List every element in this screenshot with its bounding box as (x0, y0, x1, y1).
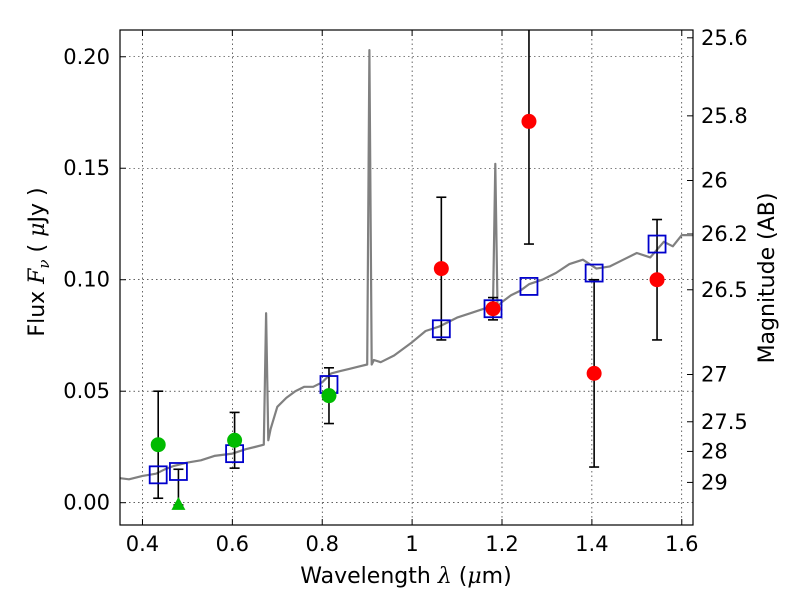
y2-tick-label: 28 (701, 439, 728, 463)
y-tick-label: 0.05 (63, 379, 110, 403)
y-tick-label: 0.15 (63, 156, 110, 180)
y2-tick-label: 27.5 (701, 410, 748, 434)
x-tick-label: 1 (405, 532, 418, 556)
model-photometry-square (148, 465, 168, 485)
y2-tick-label: 25.6 (701, 26, 748, 50)
x-axis-title: Wavelength λ (μm) (300, 564, 511, 589)
y-tick-label: 0.20 (63, 45, 110, 69)
y2-axis-ticks: 25.6 25.8 26 26.2 26.5 27 27.5 28 29 (687, 26, 748, 494)
y2-tick-label: 26.2 (701, 222, 748, 246)
y2-tick-label: 26 (701, 169, 728, 193)
x-tick-label: 1.2 (485, 532, 518, 556)
x-tick-label: 0.4 (126, 532, 159, 556)
model-spectrum-line (120, 48, 693, 481)
y2-tick-label: 29 (701, 470, 728, 494)
green-limit-triangle (171, 496, 186, 510)
y2-tick-label: 27 (701, 362, 728, 386)
y2-tick-label: 25.8 (701, 104, 748, 128)
plot-area (120, 30, 693, 510)
green-detection-marker (321, 388, 337, 404)
axes-frame (119, 29, 694, 526)
y-tick-label: 0.10 (63, 268, 110, 292)
y2-axis-title: Magnitude (AB) (755, 193, 780, 364)
red-detection-marker (521, 113, 537, 129)
y2-tick-label: 26.5 (701, 278, 748, 302)
red-detection-marker (586, 365, 602, 381)
x-tick-label: 1.6 (665, 532, 698, 556)
x-tick-label: 1.4 (575, 532, 608, 556)
red-detection-marker (433, 261, 449, 277)
x-axis-ticks: 0.4 0.6 0.8 1 1.2 1.4 1.6 (126, 30, 698, 556)
model-photometry-square (169, 462, 188, 481)
y-tick-label: 0.00 (63, 491, 110, 515)
model-photometry-square (431, 319, 451, 339)
y-axis-ticks: 0.00 0.05 0.10 0.15 0.20 (63, 45, 126, 515)
model-photometry-square (584, 263, 604, 283)
green-detection-marker (227, 432, 243, 448)
model-photometry-square (647, 234, 667, 254)
red-detection-marker (485, 301, 501, 317)
x-tick-label: 0.6 (216, 532, 249, 556)
y-axis-title: Flux Fν ( μJy ) (25, 187, 53, 336)
model-photometry-square (483, 299, 503, 319)
model-photometry-square (519, 277, 539, 296)
green-detection-marker (150, 437, 166, 453)
grid-lines (120, 30, 693, 525)
red-detection-marker (649, 272, 665, 288)
x-tick-label: 0.8 (306, 532, 339, 556)
